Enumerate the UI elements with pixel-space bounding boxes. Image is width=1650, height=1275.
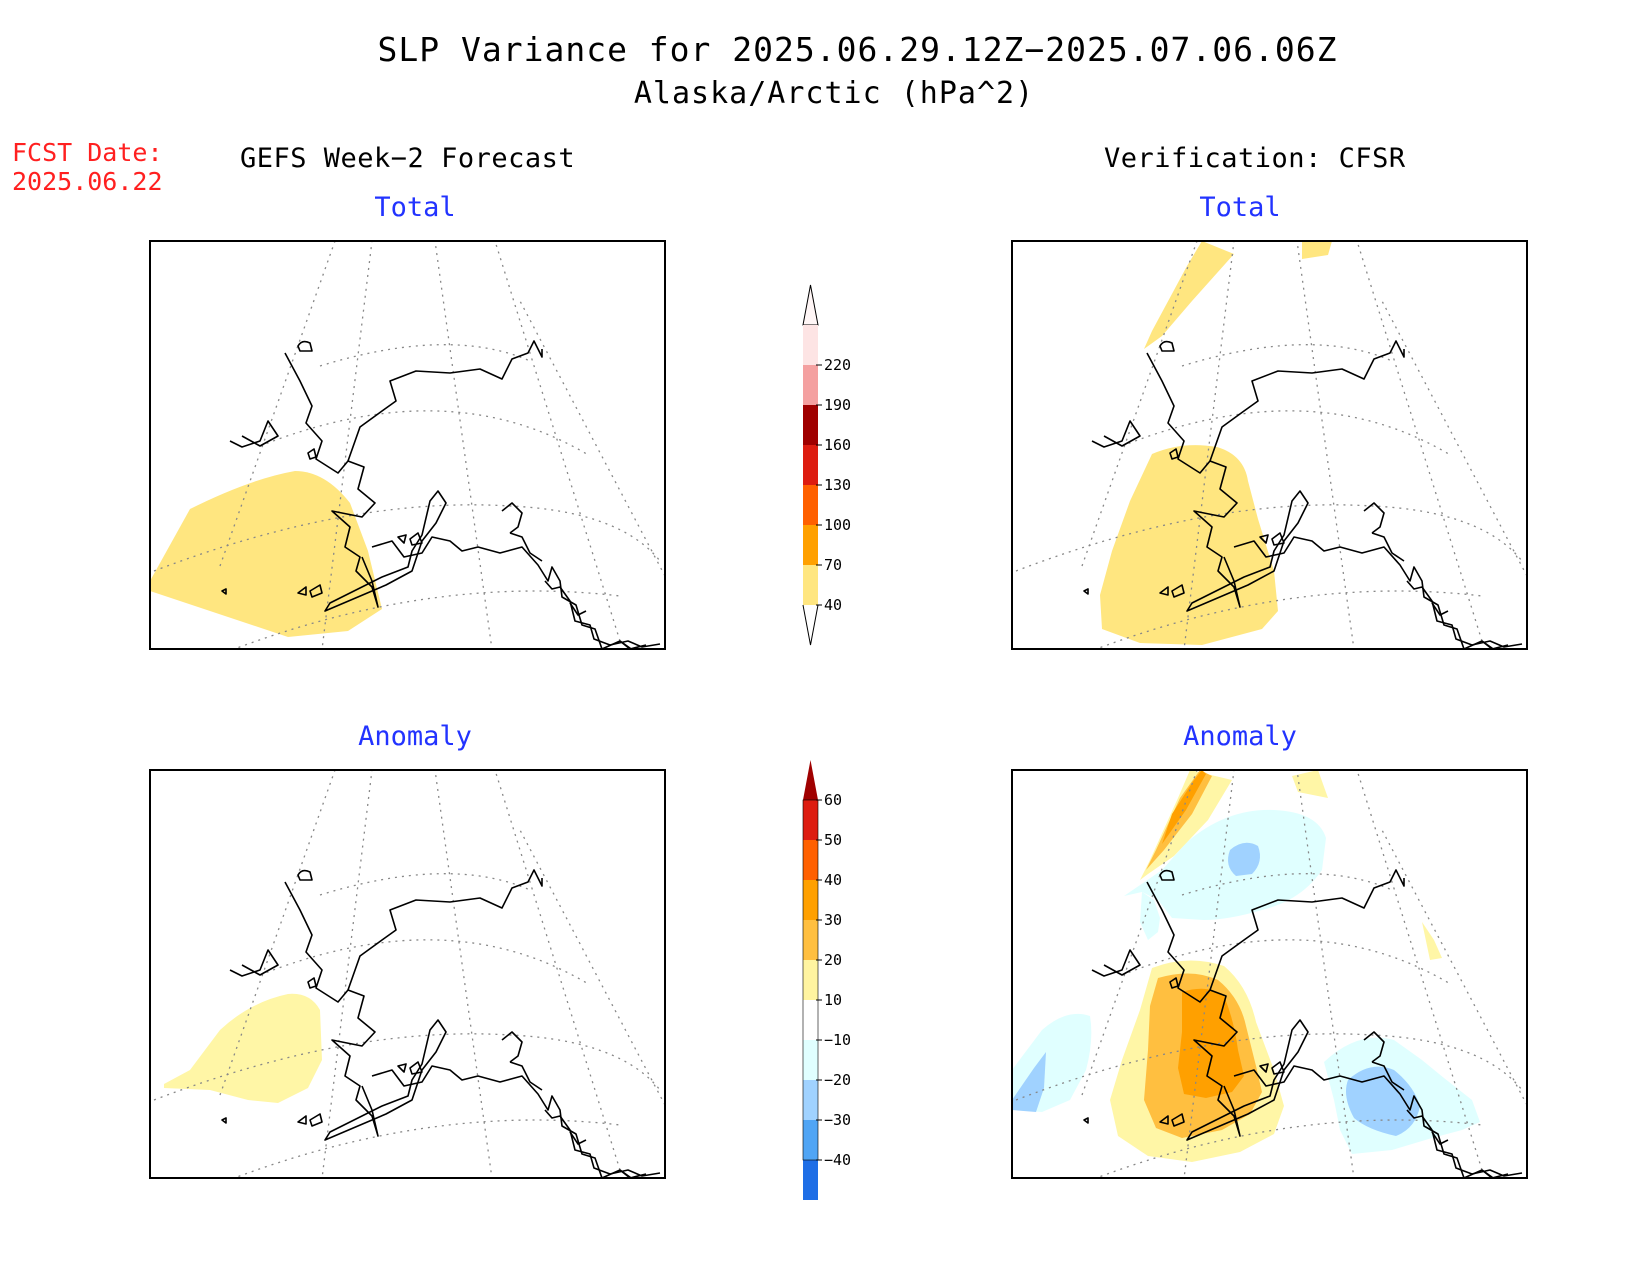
panel-title-verification-anomaly: Anomaly (1183, 721, 1297, 752)
contour-anom-neg10-north (1124, 809, 1326, 920)
colorbar-anomaly-band (803, 1120, 818, 1160)
colorbar-anomaly-band (803, 1040, 818, 1080)
colorbar-total-band (803, 525, 818, 565)
map-verification-anomaly (1011, 769, 1528, 1179)
contour-anom-10-north (1140, 770, 1232, 880)
colorbar-anomaly-bottom-arrow (803, 1160, 818, 1200)
colorbar-anomaly-tick-label: 20 (824, 951, 842, 969)
colorbar-anomaly-band (803, 1000, 818, 1040)
colorbar-total-tick-label: 190 (824, 396, 851, 414)
colorbar-anomaly-tick-label: 10 (824, 991, 842, 1009)
contour-anom-10 (164, 993, 322, 1103)
column-title-forecast: GEFS Week−2 Forecast (240, 143, 576, 174)
contour-anom-10-east (1422, 922, 1442, 960)
colorbar-total-band (803, 365, 818, 405)
contour-anom-neg20-east (1346, 1066, 1420, 1136)
colorbar-anomaly-tick-label: −40 (824, 1151, 851, 1169)
contour-anom-10-ne (1292, 770, 1328, 798)
contour-anom-20-north (1146, 770, 1212, 870)
contour-anom-neg10-nw (1140, 892, 1160, 940)
colorbar-anomaly-band (803, 840, 818, 880)
colorbar-anomaly-band (803, 960, 818, 1000)
colorbar-total-band (803, 565, 818, 605)
contour-total-40-north-2 (1302, 241, 1332, 259)
map-frame (1011, 769, 1528, 1179)
contour-total-40-north (1144, 241, 1234, 349)
colorbar-anomaly-band (803, 800, 818, 840)
colorbar-anomaly-tick-label: 40 (824, 871, 842, 889)
column-title-verification: Verification: CFSR (1104, 143, 1406, 174)
colorbar-anomaly-band (803, 920, 818, 960)
panel-title-forecast-total: Total (374, 192, 456, 223)
colorbar-anomaly-tick-label: −10 (824, 1031, 851, 1049)
colorbar-anomaly-band (803, 880, 818, 920)
forecast-date-label: FCST Date: (12, 138, 163, 167)
contour-anom-neg20-west (1012, 1052, 1046, 1112)
contour-anom-neg20-north (1228, 842, 1260, 876)
colorbar-anomaly-tick-label: 50 (824, 831, 842, 849)
colorbar-total-band (803, 405, 818, 445)
main-subtitle: Alaska/Arctic (hPa^2) (633, 76, 1035, 111)
colorbar-anomaly-tick-label: −30 (824, 1111, 851, 1129)
colorbar-anomaly-tick-label: −20 (824, 1071, 851, 1089)
map-forecast-total (149, 240, 666, 650)
colorbar-anomaly-tick-label: 30 (824, 911, 842, 929)
main-title: SLP Variance for 2025.06.29.12Z−2025.07.… (377, 30, 1338, 69)
colorbar-anomaly: 60 50 40 30 20 10 −10 −20 −30 −40 (802, 760, 851, 1200)
panel-title-forecast-anomaly: Anomaly (358, 721, 472, 752)
map-frame (149, 769, 666, 1179)
colorbar-total-top-arrow (802, 284, 819, 326)
colorbar-anomaly-tick-label: 60 (824, 791, 842, 809)
panel-title-verification-total: Total (1199, 192, 1281, 223)
colorbar-total-band (803, 485, 818, 525)
colorbar-total: 220 190 160 130 100 70 40 (802, 284, 851, 646)
colorbar-total-tick-label: 40 (824, 596, 842, 614)
colorbar-total-tick-label: 160 (824, 436, 851, 454)
colorbar-anomaly-top-arrow (803, 760, 818, 800)
map-frame (1011, 240, 1528, 650)
colorbar-total-tick-label: 100 (824, 516, 851, 534)
colorbar-total-tick-label: 70 (824, 556, 842, 574)
contour-total-40 (150, 471, 382, 637)
colorbar-total-tick-label: 130 (824, 476, 851, 494)
colorbar-total-bottom-arrow (802, 604, 819, 646)
colorbar-anomaly-band (803, 1080, 818, 1120)
colorbar-total-band (803, 445, 818, 485)
colorbar-total-tick-label: 220 (824, 356, 851, 374)
forecast-date: FCST Date: 2025.06.22 (12, 138, 163, 196)
map-forecast-anomaly (149, 769, 666, 1179)
forecast-date-value: 2025.06.22 (12, 167, 163, 196)
contour-total-40-main (1100, 445, 1278, 645)
colorbar-total-band (803, 325, 818, 365)
contour-anom-30-north (1162, 770, 1206, 844)
map-frame (149, 240, 666, 650)
map-verification-total (1011, 240, 1528, 650)
